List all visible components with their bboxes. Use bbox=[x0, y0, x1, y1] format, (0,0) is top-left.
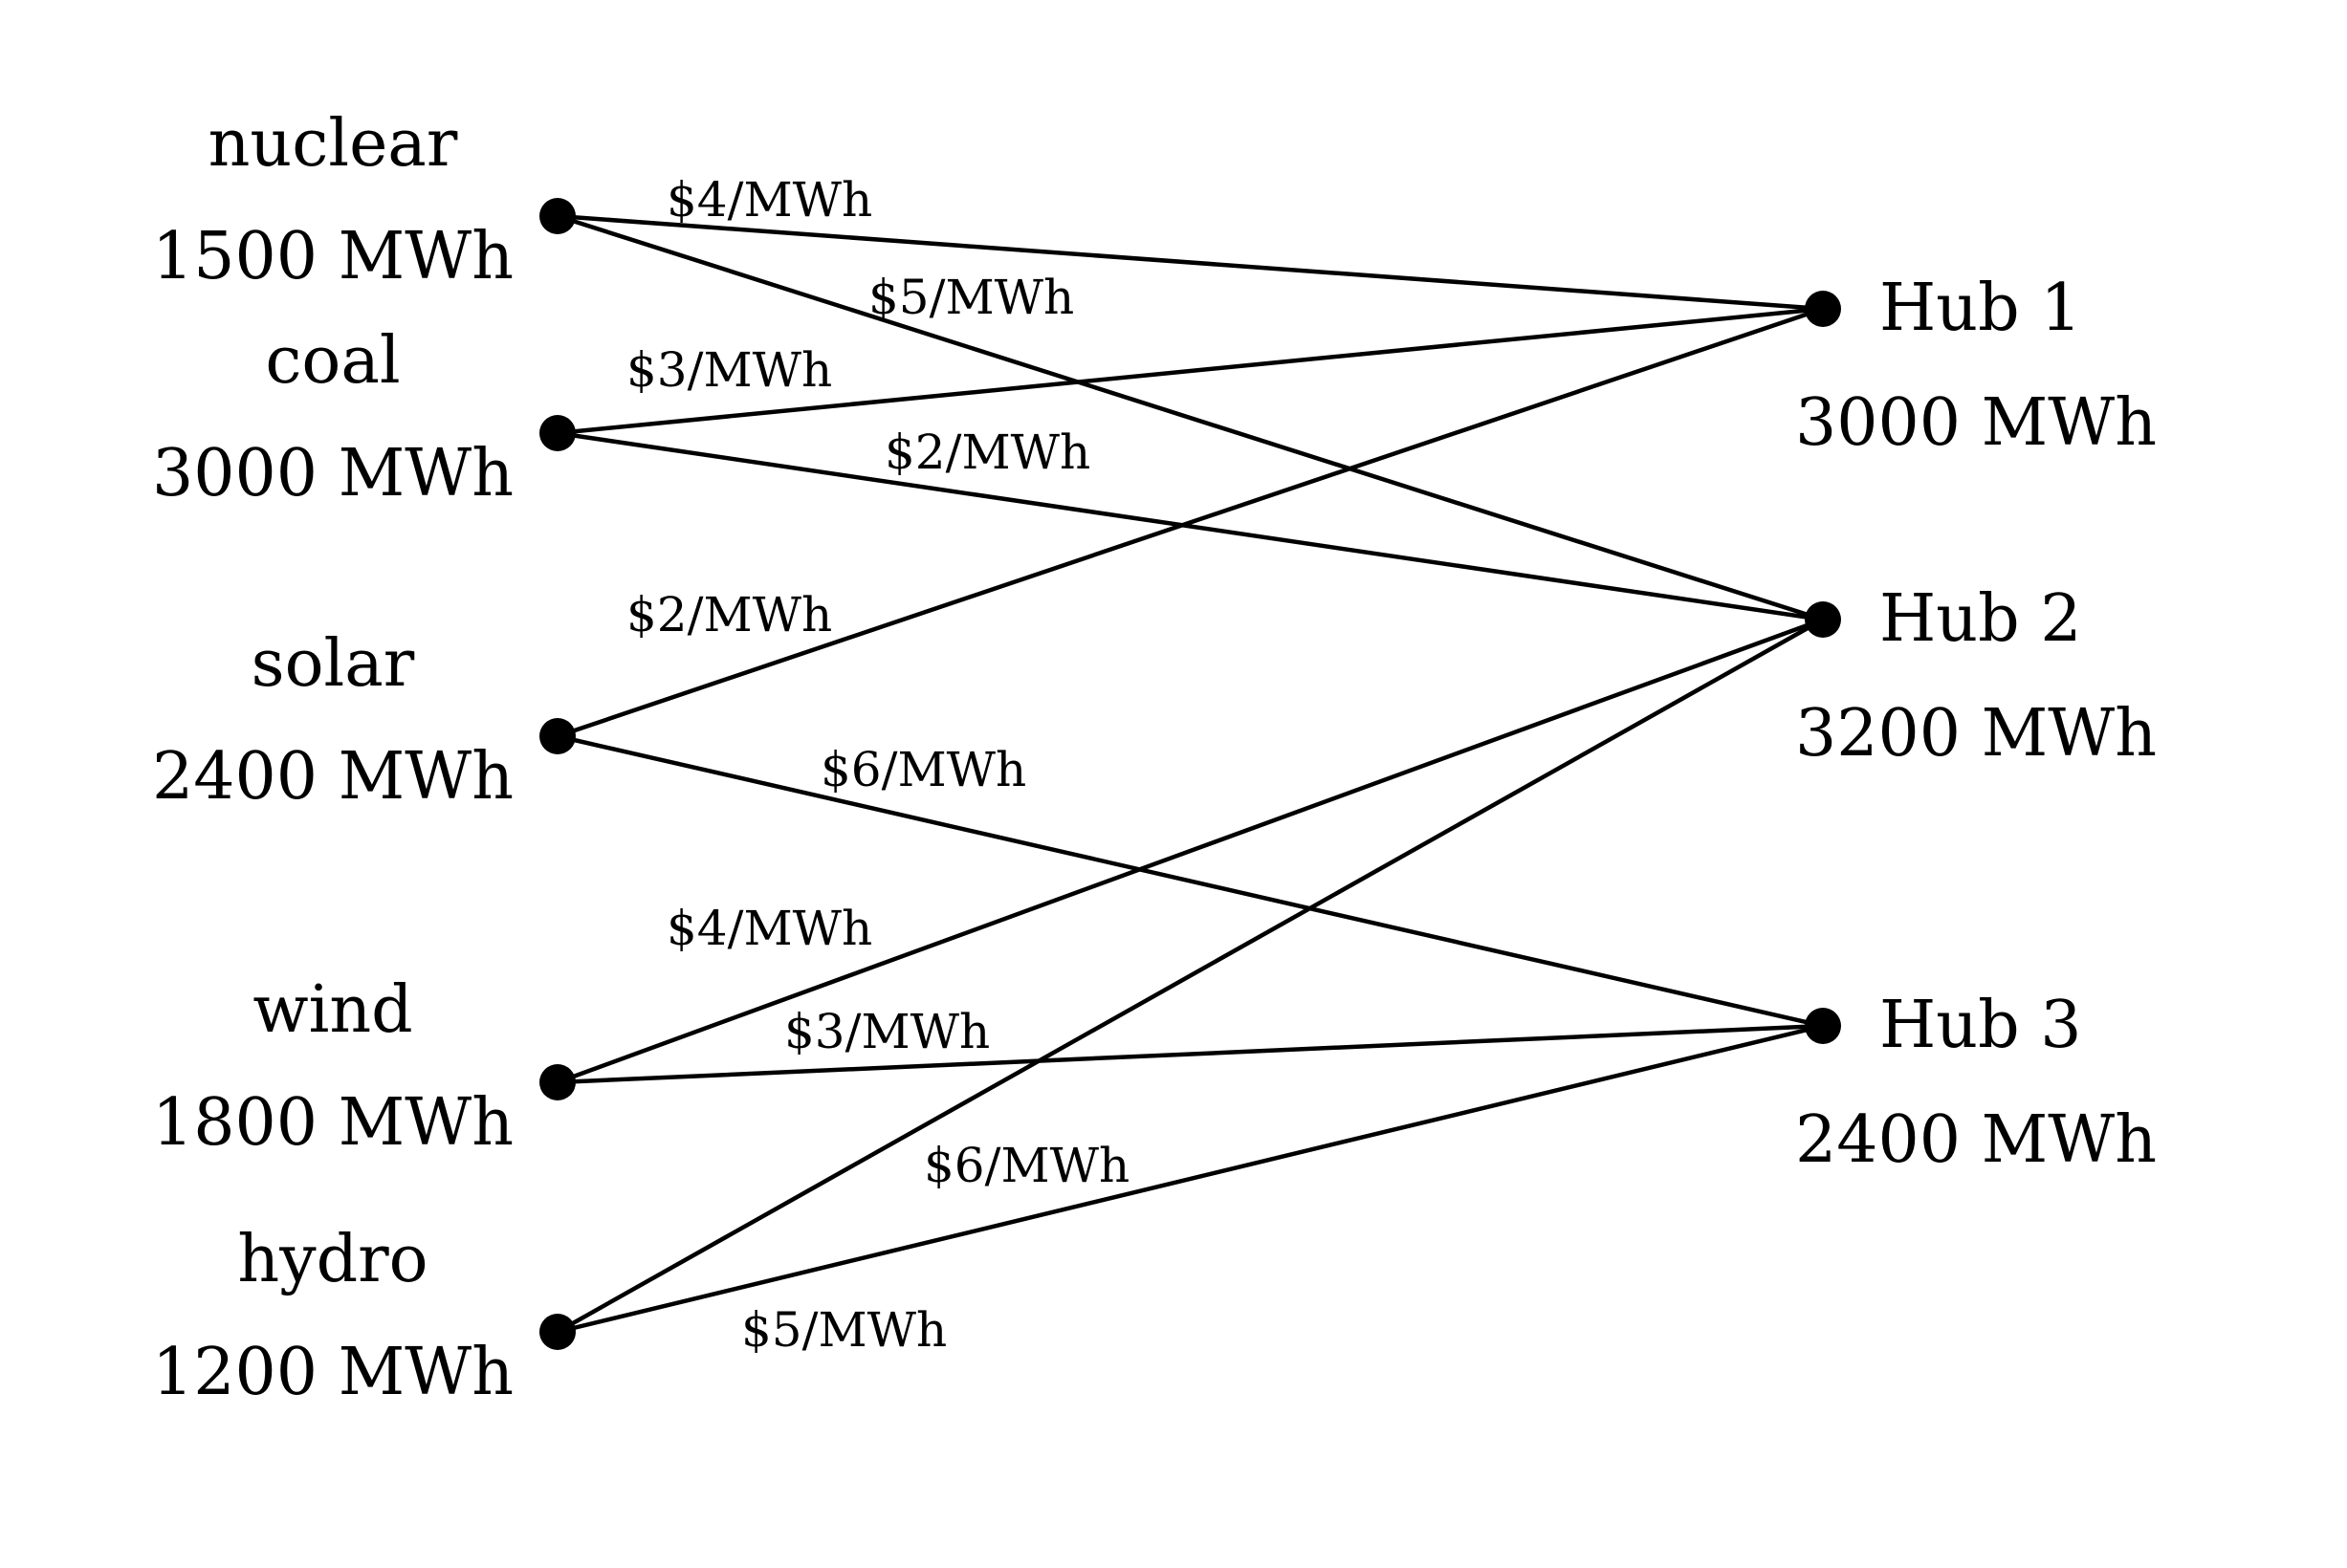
hub-amount-hub-3: 2400 MWh bbox=[1795, 1102, 2157, 1178]
hub-name-hub-3: Hub 3 bbox=[1879, 988, 2082, 1063]
edge-wind-hub-3 bbox=[557, 1023, 1824, 1085]
source-node-nuclear: nuclear 1500 MWh bbox=[152, 106, 576, 294]
edge-wind-hub-2 bbox=[557, 617, 1824, 1085]
hub-amount-hub-2: 3200 MWh bbox=[1795, 696, 2157, 772]
edge-cost-label-wind-hub-2: $4/MWh bbox=[667, 901, 872, 956]
source-amount-wind: 1800 MWh bbox=[152, 1085, 514, 1161]
source-dot-hydro bbox=[539, 1314, 576, 1350]
edge-solar-hub-1 bbox=[557, 306, 1824, 739]
hub-dot-hub-1 bbox=[1805, 291, 1841, 327]
edge-cost-label-wind-hub-3: $3/MWh bbox=[784, 1004, 990, 1059]
source-amount-solar: 2400 MWh bbox=[152, 739, 514, 815]
source-name-coal: coal bbox=[265, 323, 400, 399]
source-node-solar: solar 2400 MWh bbox=[152, 626, 576, 815]
edge-coal-hub-2 bbox=[557, 430, 1824, 622]
hub-amount-hub-1: 3000 MWh bbox=[1795, 385, 2157, 461]
source-name-wind: wind bbox=[252, 972, 412, 1048]
nodes-layer: nuclear 1500 MWh coal 3000 MWh solar 2400 MWh… bbox=[152, 106, 2157, 1410]
edge-cost-label-coal-hub-2: $2/MWh bbox=[885, 425, 1090, 480]
hub-node-hub-2: Hub 2 3200 MWh bbox=[1795, 581, 2157, 772]
source-node-wind: wind 1800 MWh bbox=[152, 972, 576, 1161]
edge-solar-hub-3 bbox=[557, 733, 1824, 1029]
hub-dot-hub-3 bbox=[1805, 1008, 1841, 1044]
source-dot-solar bbox=[539, 718, 576, 754]
edge-cost-label-hydro-hub-3: $5/MWh bbox=[741, 1302, 947, 1358]
source-name-hydro: hydro bbox=[237, 1222, 428, 1297]
edge-nuclear-hub-1 bbox=[557, 213, 1824, 312]
edge-cost-label-hydro-hub-2: $6/MWh bbox=[924, 1138, 1130, 1193]
edge-cost-label-coal-hub-1: $3/MWh bbox=[626, 342, 832, 398]
source-node-coal: coal 3000 MWh bbox=[152, 323, 576, 512]
edges-layer bbox=[556, 213, 1825, 1335]
source-name-nuclear: nuclear bbox=[208, 106, 458, 182]
hub-dot-hub-2 bbox=[1805, 601, 1841, 638]
source-amount-nuclear: 1500 MWh bbox=[152, 219, 514, 294]
source-amount-coal: 3000 MWh bbox=[152, 436, 514, 512]
edge-hydro-hub-2 bbox=[556, 618, 1825, 1334]
hub-name-hub-1: Hub 1 bbox=[1879, 271, 2082, 346]
edge-cost-label-nuclear-hub-2: $5/MWh bbox=[868, 270, 1074, 325]
hub-name-hub-2: Hub 2 bbox=[1879, 581, 2082, 657]
source-name-solar: solar bbox=[252, 626, 415, 702]
edge-labels-layer: $4/MWh $5/MWh $3/MWh $2/MWh $2/MWh $6/MWh $4/M… bbox=[626, 172, 1130, 1358]
source-dot-wind bbox=[539, 1064, 576, 1100]
edge-nuclear-hub-2 bbox=[557, 213, 1824, 622]
hub-node-hub-3: Hub 3 2400 MWh bbox=[1795, 988, 2157, 1178]
edge-hydro-hub-3 bbox=[557, 1023, 1824, 1335]
hub-node-hub-1: Hub 1 3000 MWh bbox=[1795, 271, 2157, 461]
source-node-hydro: hydro 1200 MWh bbox=[152, 1222, 576, 1410]
edge-cost-label-solar-hub-1: $2/MWh bbox=[626, 587, 832, 642]
source-amount-hydro: 1200 MWh bbox=[152, 1335, 514, 1410]
edge-cost-label-nuclear-hub-1: $4/MWh bbox=[667, 172, 872, 228]
source-dot-coal bbox=[539, 415, 576, 451]
edge-coal-hub-1 bbox=[557, 306, 1824, 436]
edge-cost-label-solar-hub-3: $6/MWh bbox=[821, 742, 1026, 797]
source-dot-nuclear bbox=[539, 198, 576, 234]
